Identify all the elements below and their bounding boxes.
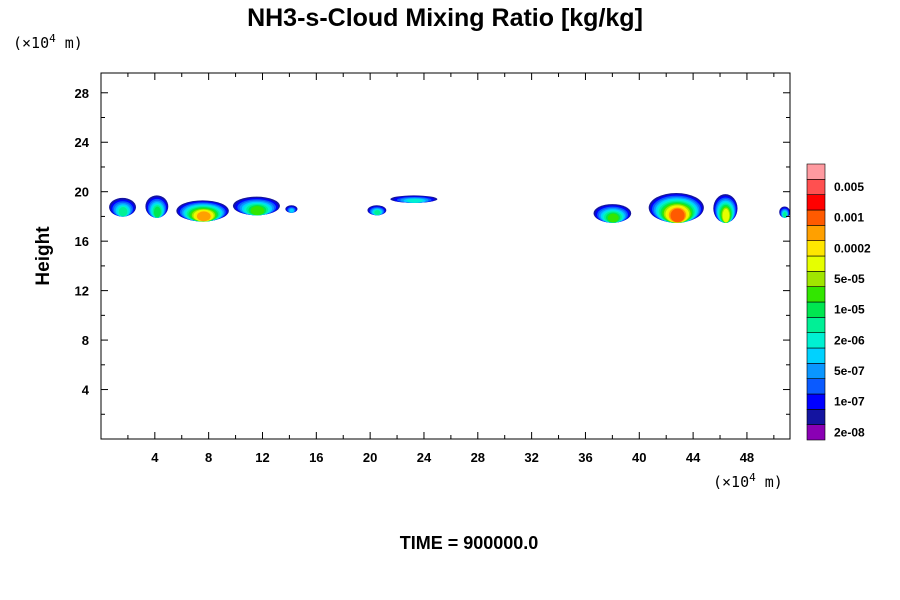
colorbar-label: 1e-07 — [834, 395, 865, 409]
cloud-patch — [176, 200, 229, 222]
y-tick-label: 20 — [75, 185, 89, 200]
x-tick-label: 16 — [309, 450, 323, 465]
colorbar-label: 2e-08 — [834, 425, 865, 439]
cloud-patch — [109, 197, 136, 217]
cloud-level-contour — [607, 213, 619, 223]
cloud-level-contour — [407, 198, 423, 203]
colorbar-swatch — [806, 286, 826, 303]
colorbar-swatch — [806, 424, 826, 441]
colorbar-swatch — [806, 317, 826, 333]
cloud-patch — [390, 195, 438, 203]
y-axis-unit: (×104 m) — [13, 32, 83, 52]
x-tick-label: 36 — [578, 450, 592, 465]
y-tick-label: 4 — [82, 383, 90, 398]
x-tick-label: 44 — [686, 450, 701, 465]
cloud-level-contour — [722, 208, 730, 223]
colorbar-swatch — [806, 393, 826, 410]
colorbar-swatch — [806, 378, 826, 395]
x-tick-label: 48 — [740, 450, 754, 465]
colorbar-swatch — [806, 163, 826, 180]
colorbar-label: 1e-05 — [834, 303, 865, 317]
colorbar-label: 0.005 — [834, 180, 864, 194]
plot-frame — [100, 72, 791, 440]
colorbar-swatch — [806, 179, 826, 195]
colorbar-swatch — [806, 225, 826, 241]
y-tick-label: 24 — [75, 135, 90, 150]
time-label: TIME = 900000.0 — [400, 533, 539, 553]
y-tick-label: 16 — [75, 234, 89, 249]
cloud-patch — [367, 205, 387, 216]
cloud-patch — [145, 195, 169, 218]
colorbar: 0.005 0.001 0.0002 5e-05 1e-05 2e-06 5e-07 1e-0… — [806, 163, 871, 441]
cloud-field — [109, 192, 790, 224]
cloud-level-contour — [153, 206, 161, 218]
cloud-level-contour — [196, 211, 211, 222]
cloud-level-contour — [118, 207, 128, 217]
cloud-patch — [713, 194, 738, 224]
cloud-patch — [285, 205, 298, 213]
colorbar-swatch — [806, 332, 826, 349]
x-tick-label: 24 — [417, 450, 432, 465]
colorbar-swatch — [806, 194, 826, 211]
y-tick-label: 8 — [82, 333, 89, 348]
cloud-patch — [593, 204, 632, 223]
colorbar-swatch — [806, 409, 826, 425]
y-axis-label: Height — [33, 226, 54, 286]
y-tick-label: 28 — [75, 86, 89, 101]
colorbar-swatch — [806, 347, 826, 364]
colorbar-swatch — [806, 255, 826, 272]
colorbar-label: 5e-07 — [834, 364, 865, 378]
cloud-patch — [232, 196, 280, 216]
colorbar-label: 5e-05 — [834, 272, 865, 286]
cloud-level-contour — [374, 210, 381, 216]
colorbar-swatch — [806, 301, 826, 318]
cloud-level-contour — [289, 208, 294, 213]
cloud-level-contour — [250, 206, 265, 216]
x-tick-label: 20 — [363, 450, 377, 465]
cloud-level-contour — [783, 212, 787, 218]
x-tick-label: 40 — [632, 450, 646, 465]
colorbar-swatch — [806, 363, 826, 379]
cloud-patch — [648, 192, 704, 224]
colorbar-label: 2e-06 — [834, 333, 865, 347]
x-tick-label: 8 — [205, 450, 212, 465]
colorbar-swatch — [806, 209, 826, 226]
cloud-level-contour — [670, 208, 685, 223]
chart-title: NH3-s-Cloud Mixing Ratio [kg/kg] — [247, 4, 643, 32]
colorbar-label: 0.0002 — [834, 241, 871, 255]
cloud-patch — [779, 206, 790, 218]
x-tick-label: 4 — [151, 450, 159, 465]
colorbar-label: 0.001 — [834, 211, 864, 225]
x-tick-label: 32 — [524, 450, 538, 465]
x-axis-unit: (×104 m) — [713, 471, 783, 491]
y-tick-label: 12 — [75, 284, 89, 299]
colorbar-swatch — [806, 240, 826, 257]
x-tick-label: 28 — [471, 450, 485, 465]
colorbar-swatch — [806, 271, 826, 287]
x-tick-label: 12 — [255, 450, 269, 465]
